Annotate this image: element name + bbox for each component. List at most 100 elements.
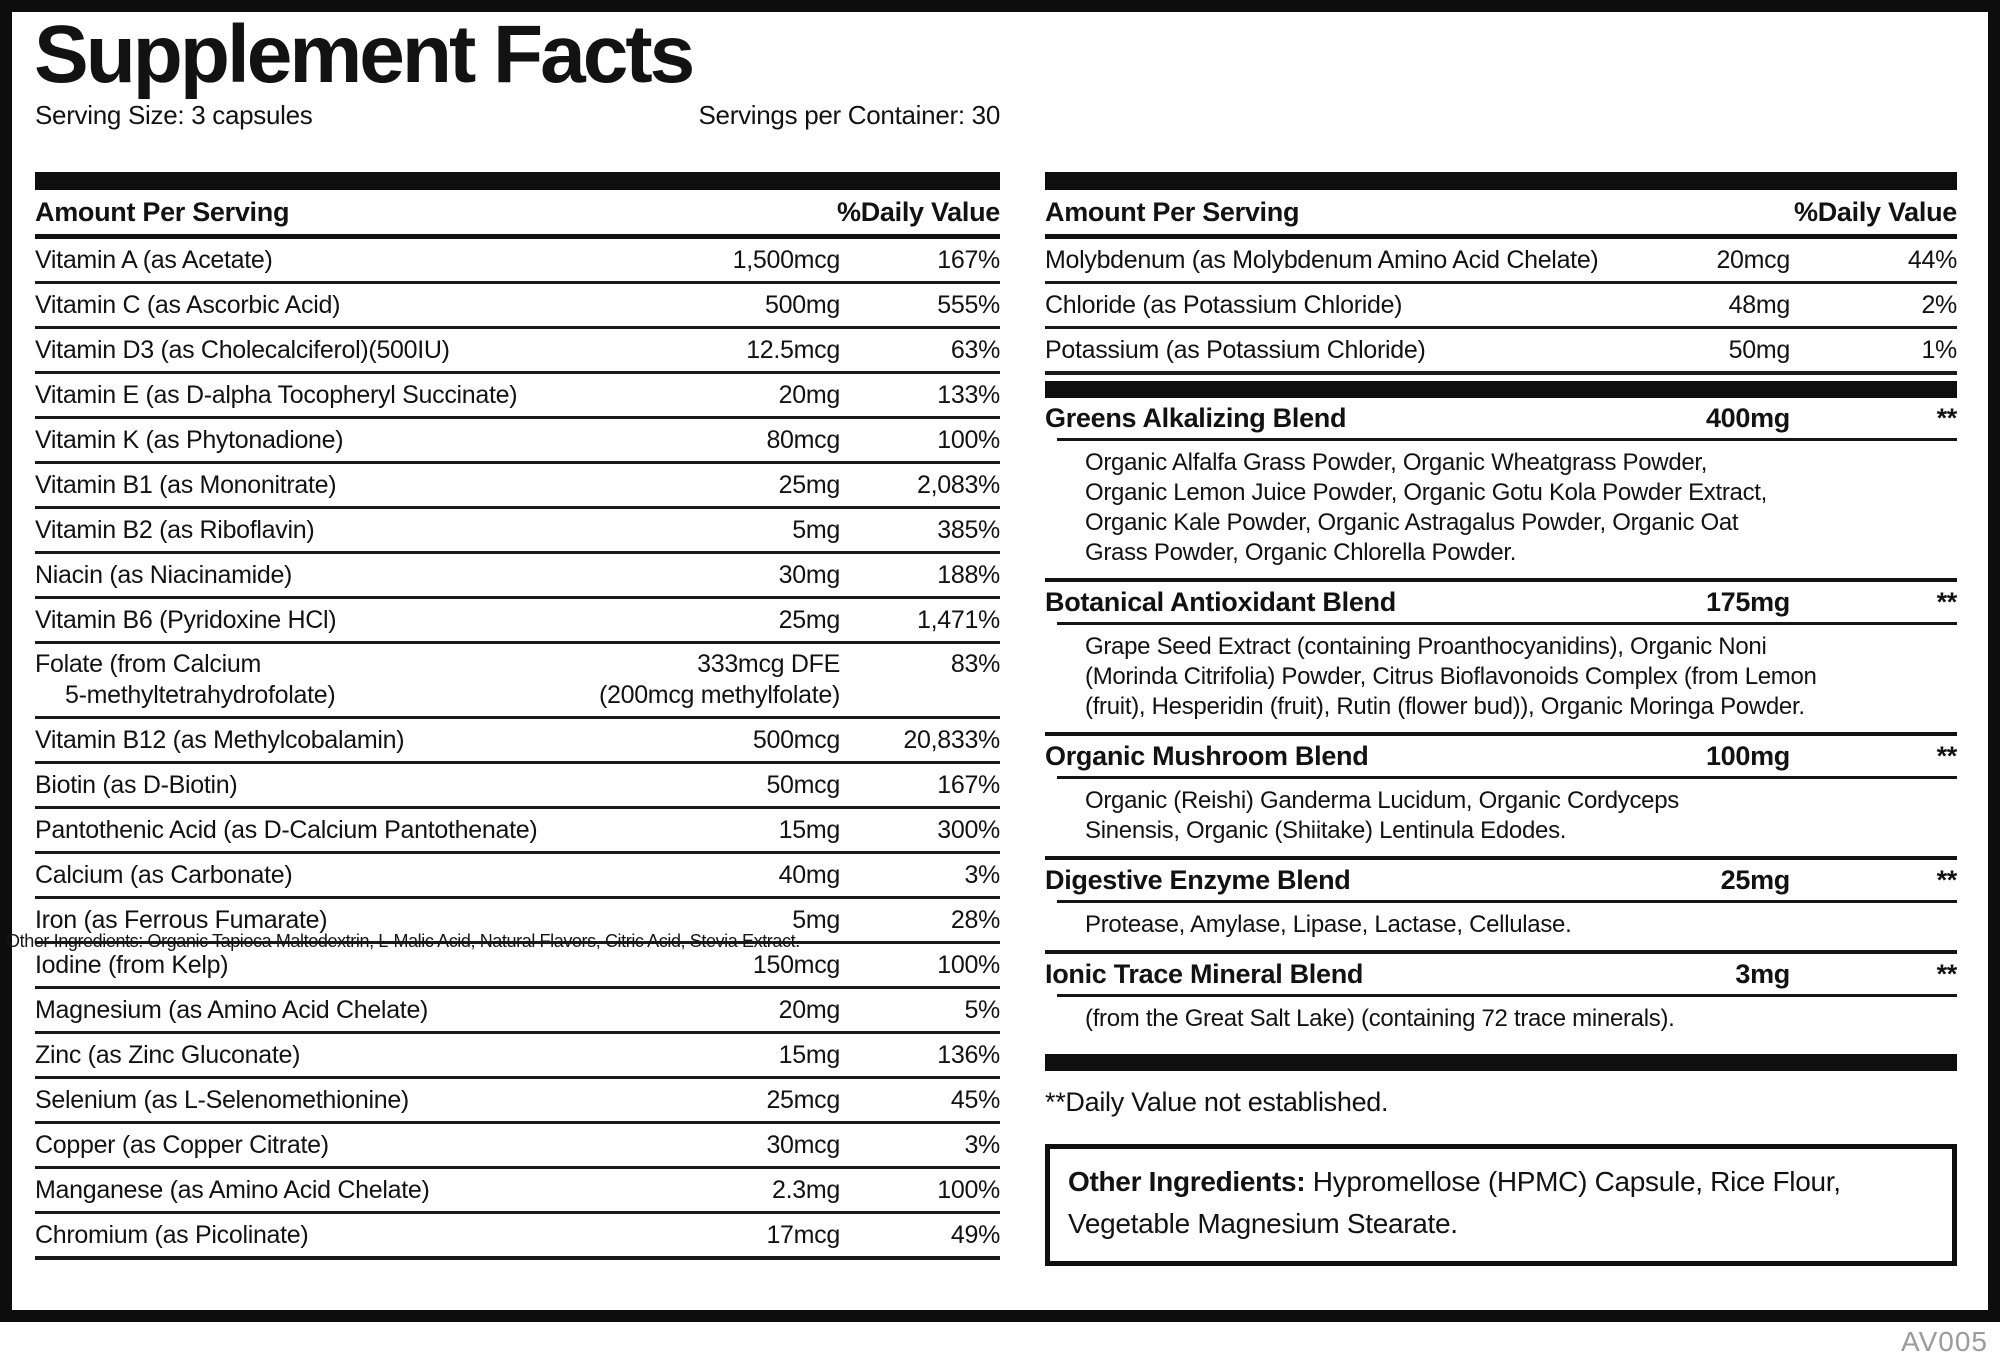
other-ingredients-label: Other Ingredients: [1068, 1166, 1306, 1197]
blend-ingredients-line: Organic Alfalfa Grass Powder, Organic Wh… [1085, 449, 1708, 476]
blend-ingredients: Organic (Reishi) Ganderma Lucidum, Organ… [1045, 779, 1957, 856]
nutrient-amount: 333mcg DFE (200mcg methylfolate) [560, 649, 840, 711]
nutrient-amount-line: 5mg [792, 905, 840, 934]
nutrient-name: Molybdenum (as Molybdenum Amino Acid Che… [1045, 245, 1599, 275]
blend-daily-value: ** [1936, 864, 1958, 895]
nutrient-name-line: Molybdenum (as Molybdenum Amino Acid Che… [1045, 245, 1599, 274]
blend-name: Botanical Antioxidant Blend [1045, 586, 1396, 617]
nutrient-daily-value: 100% [937, 1175, 1000, 1204]
blend-ingredients-line: Protease, Amylase, Lipase, Lactase, Cell… [1085, 911, 1572, 938]
nutrient-amount: 500mcg [560, 726, 840, 755]
facts-column-left: Amount Per Serving %Daily Value Vitamin … [35, 172, 1000, 1260]
nutrient-row: Iron (as Ferrous Fumarate) 5mg 28% [35, 899, 1000, 944]
blend-name: Ionic Trace Mineral Blend [1045, 958, 1364, 989]
blend-ingredients-line: Sinensis, Organic (Shiitake) Lentinula E… [1085, 817, 1567, 844]
daily-value-header: %Daily Value [1794, 197, 1957, 227]
nutrient-row: Vitamin B12 (as Methylcobalamin) 500mcg 20… [35, 719, 1000, 764]
nutrient-row: Selenium (as L-Selenomethionine) 25mcg 45% [35, 1079, 1000, 1124]
blend-ingredients-line: (Morinda Citrifolia) Powder, Citrus Biof… [1085, 663, 1817, 690]
nutrient-name-line: Iodine (from Kelp) [35, 950, 229, 979]
nutrient-amount-line: 17mcg [766, 1220, 840, 1249]
nutrient-name-line: Chloride (as Potassium Chloride) [1045, 290, 1403, 319]
blend-title-row: Organic Mushroom Blend 100mg ** [1045, 736, 1957, 776]
nutrient-row: Folate (from Calcium 5-methyltetrahydrofo… [35, 644, 1000, 719]
nutrient-name: Vitamin B6 (Pyridoxine HCl) [35, 606, 560, 635]
nutrient-daily-value: 100% [937, 950, 1000, 979]
nutrient-row: Vitamin A (as Acetate) 1,500mcg 167% [35, 239, 1000, 284]
blend-divider [1045, 950, 1957, 954]
amount-per-serving-header: Amount Per Serving [1045, 197, 1300, 227]
nutrient-amount: 25mg [560, 606, 841, 635]
nutrient-amount-line: 50mg [1728, 335, 1791, 364]
section-separator-bar [1045, 381, 1957, 398]
nutrient-amount-line: 500mcg [752, 725, 840, 754]
nutrient-name-line: Vitamin B6 (Pyridoxine HCl) [35, 605, 337, 634]
nutrient-daily-value: 385% [937, 515, 1000, 544]
blend-name: Organic Mushroom Blend [1045, 740, 1369, 771]
nutrient-name: Potassium (as Potassium Chloride) [1045, 336, 1590, 365]
nutrient-amount: 15mg [560, 815, 841, 845]
nutrient-daily-value: 167% [937, 245, 1000, 274]
nutrient-daily-value: 2% [1921, 290, 1957, 319]
blend-title-underline [1057, 438, 1957, 441]
nutrient-name: Chromium (as Picolinate) [35, 1221, 560, 1250]
nutrient-amount-line: 15mg [778, 815, 841, 844]
nutrient-amount-line: 12.5mcg [746, 335, 840, 364]
nutrient-name-line: Pantothenic Acid (as D-Calcium Pantothen… [35, 815, 538, 844]
nutrient-name-line: Potassium (as Potassium Chloride) [1045, 335, 1426, 364]
nutrient-name-line: Folate (from Calcium [35, 650, 261, 678]
misprint-overlay-text: Other Ingredients: Organic Tapioca Malto… [6, 931, 800, 951]
serving-info-row: Serving Size: 3 capsules Servings per Co… [35, 100, 1000, 131]
nutrient-amount-line: 20mcg [1716, 245, 1790, 274]
blend-amount: 100mg [1705, 740, 1790, 771]
blend-ingredients-line: Organic Lemon Juice Powder, Organic Gotu… [1085, 479, 1768, 506]
blend-ingredients-line: Grape Seed Extract (containing Proanthoc… [1085, 633, 1767, 660]
nutrient-name-line: 5-methyltetrahydrofolate) [65, 681, 336, 709]
blend-sections: Greens Alkalizing Blend 400mg ** Organic Al… [1045, 398, 1957, 1044]
nutrient-row: Magnesium (as Amino Acid Chelate) 20mg 5% [35, 989, 1000, 1034]
nutrient-name-line: Magnesium (as Amino Acid Chelate) [35, 995, 429, 1024]
nutrient-amount-line: (200mcg methylfolate) [598, 681, 840, 709]
nutrient-name-line: Calcium (as Carbonate) [35, 860, 293, 889]
blend-ingredients-line: (fruit), Hesperidin (fruit), Rutin (flow… [1085, 693, 1805, 720]
nutrient-amount: 1,500mcg [560, 246, 841, 275]
blend-daily-value: ** [1936, 740, 1958, 771]
nutrient-daily-value: 188% [937, 560, 1000, 589]
nutrient-amount: 20mg [560, 381, 841, 410]
nutrient-daily-value: 100% [937, 425, 1000, 454]
nutrient-row: Chloride (as Potassium Chloride) 48mg 2% [1045, 284, 1957, 329]
nutrient-name: Chloride (as Potassium Chloride) [1045, 291, 1590, 320]
nutrient-amount-line: 15mg [778, 1040, 841, 1069]
blend-amount: 175mg [1705, 586, 1790, 617]
nutrient-amount-line: 80mcg [766, 425, 840, 454]
nutrient-row: Vitamin D3 (as Cholecalciferol)(500IU) 12… [35, 329, 1000, 374]
nutrient-amount-line: 25mg [778, 470, 841, 499]
nutrient-name: Vitamin A (as Acetate) [35, 246, 560, 275]
blend-title-row: Digestive Enzyme Blend 25mg ** [1045, 860, 1957, 900]
blend-section: Botanical Antioxidant Blend 175mg ** Grape … [1045, 582, 1957, 736]
product-code: AV005 [1901, 1326, 1988, 1357]
nutrient-amount-line: 20mg [778, 995, 841, 1024]
blend-daily-value: ** [1936, 958, 1958, 989]
nutrient-amount: 2.3mg [560, 1176, 840, 1205]
nutrient-row: Vitamin E (as D-alpha Tocopheryl Succina… [35, 374, 1000, 419]
nutrient-name: Iron (as Ferrous Fumarate) [35, 906, 560, 935]
nutrient-name: Selenium (as L-Selenomethionine) [35, 1086, 560, 1115]
other-ingredients-box: Other Ingredients: Hypromellose (HPMC) C… [1045, 1144, 1957, 1266]
blend-ingredients-line: Grass Powder, Organic Chlorella Powder. [1085, 539, 1517, 566]
nutrient-name: Vitamin K (as Phytonadione) [35, 426, 560, 455]
nutrient-amount: 5mg [560, 516, 840, 545]
header-bar [1045, 172, 1957, 190]
nutrient-name: Copper (as Copper Citrate) [35, 1131, 560, 1160]
nutrient-amount: 17mcg [560, 1221, 840, 1250]
nutrient-daily-value: 555% [937, 290, 1000, 319]
nutrient-row: Niacin (as Niacinamide) 30mg 188% [35, 554, 1000, 599]
blend-amount: 25mg [1720, 864, 1791, 895]
nutrient-row: Potassium (as Potassium Chloride) 50mg 1% [1045, 329, 1957, 375]
blend-ingredients-line: (from the Great Salt Lake) (containing 7… [1085, 1005, 1675, 1032]
nutrient-amount: 5mg [560, 906, 840, 935]
nutrient-daily-value: 3% [964, 860, 1000, 889]
nutrient-amount: 150mcg [560, 951, 840, 980]
nutrient-row: Vitamin C (as Ascorbic Acid) 500mg 555% [35, 284, 1000, 329]
nutrient-daily-value: 5% [964, 995, 1000, 1024]
